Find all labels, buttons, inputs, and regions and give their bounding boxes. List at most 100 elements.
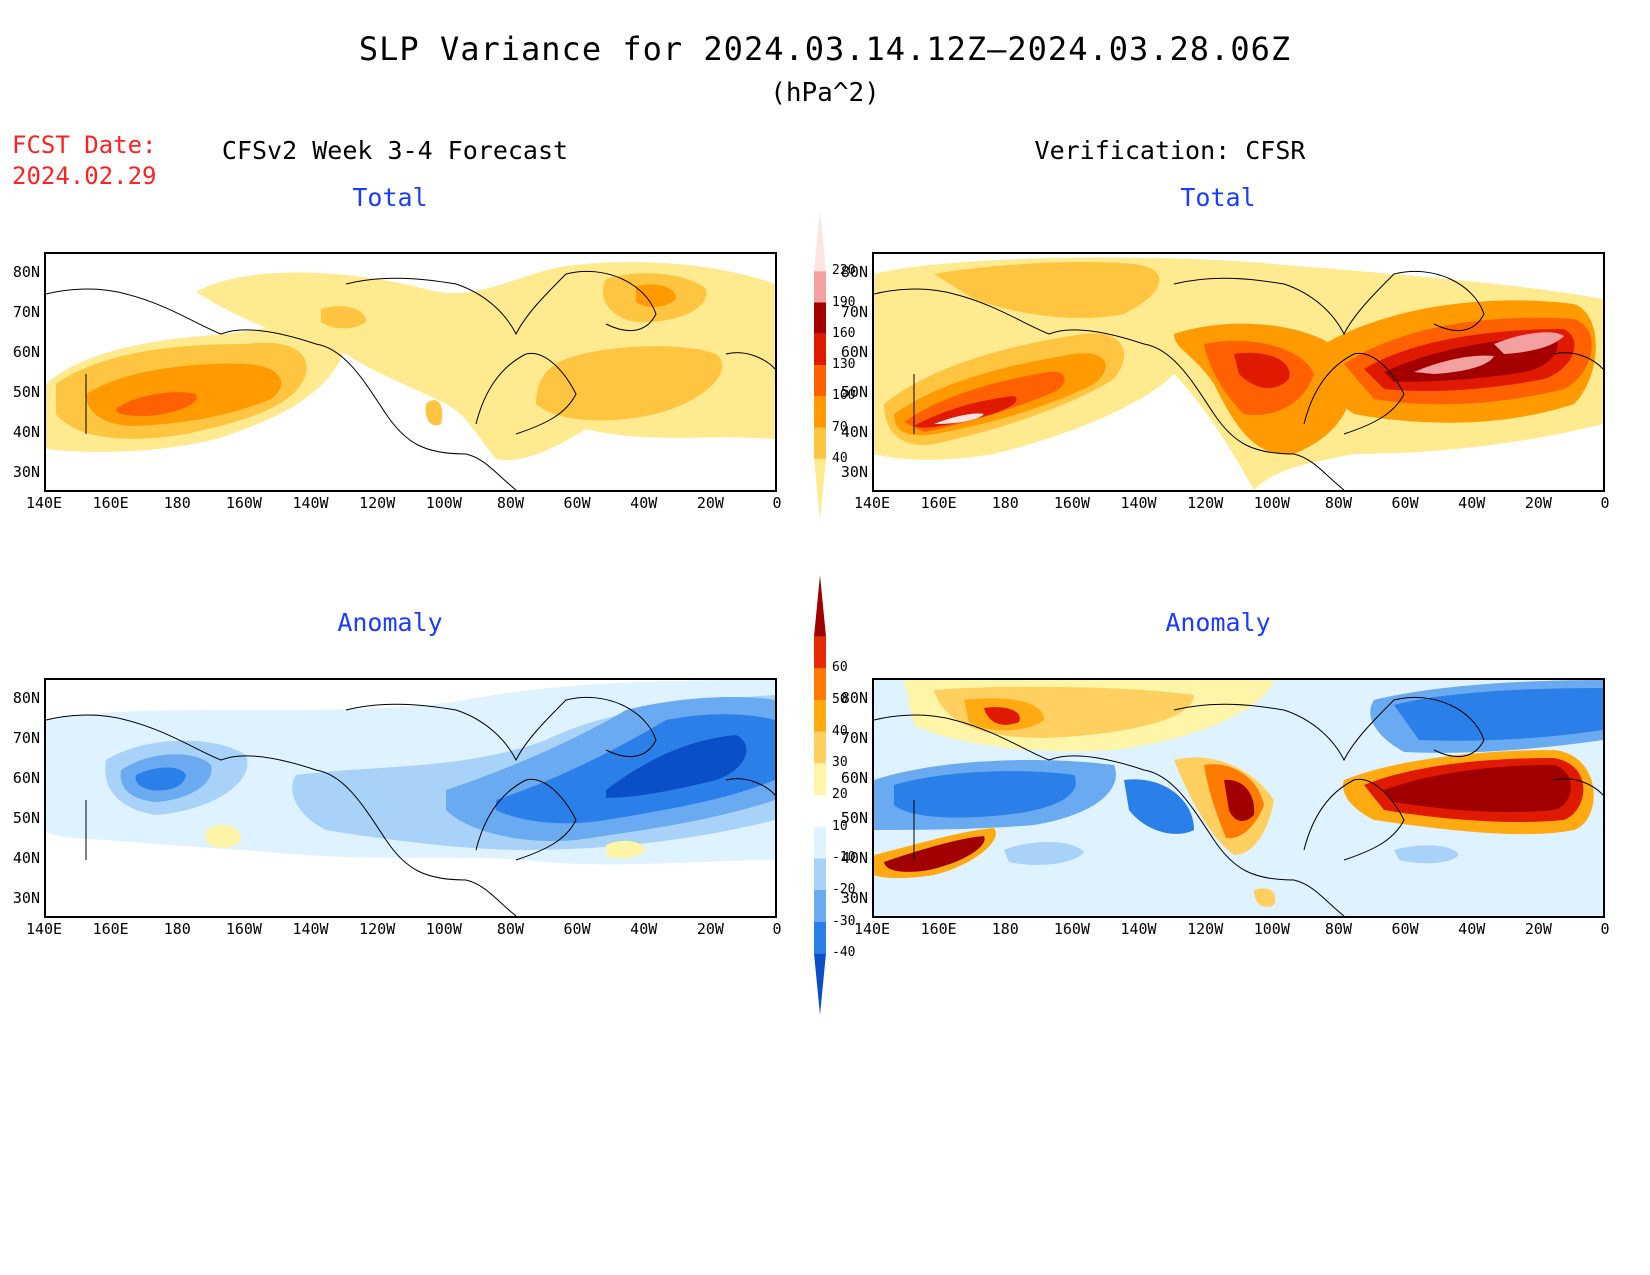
anomaly-colorbar-swatch bbox=[814, 636, 826, 669]
lon-label: 160E bbox=[920, 920, 957, 938]
lon-label: 80W bbox=[496, 494, 524, 512]
lon-label: 100W bbox=[1253, 920, 1290, 938]
lon-label: 0 bbox=[1600, 920, 1610, 938]
main-title: SLP Variance for 2024.03.14.12Z—2024.03.… bbox=[358, 30, 1292, 68]
forecast-anomaly-coastlines bbox=[46, 696, 775, 916]
lat-label: 50N bbox=[840, 809, 868, 827]
total-colorbar-swatch bbox=[814, 458, 826, 520]
lon-label: 40W bbox=[630, 920, 658, 938]
lat-label: 40N bbox=[840, 423, 868, 441]
lat-label: 40N bbox=[840, 849, 868, 867]
anomaly-colorbar-graphic bbox=[814, 575, 826, 1015]
lon-label: 140W bbox=[1120, 920, 1157, 938]
forecast-anomaly-map bbox=[44, 678, 777, 918]
lon-label: 140W bbox=[1120, 494, 1157, 512]
anomaly-colorbar-label: 30 bbox=[832, 755, 848, 771]
lon-label: 100W bbox=[425, 494, 462, 512]
verification-anomaly-title: Anomaly bbox=[1165, 608, 1271, 637]
lon-label: 140E bbox=[853, 494, 891, 512]
verification-anomaly-map bbox=[872, 678, 1605, 918]
lon-label: 160E bbox=[92, 494, 129, 512]
anomaly-colorbar-swatch bbox=[814, 921, 826, 954]
lon-label: 20W bbox=[696, 920, 724, 938]
lat-label: 30N bbox=[12, 889, 40, 907]
total-colorbar-swatch bbox=[814, 302, 826, 334]
lat-label: 80N bbox=[840, 689, 868, 707]
lat-label: 80N bbox=[12, 689, 40, 707]
lat-label: 50N bbox=[12, 809, 40, 827]
lon-label: 20W bbox=[1524, 920, 1552, 938]
anomaly-colorbar-label: 40 bbox=[832, 723, 848, 739]
total-colorbar-swatch bbox=[814, 365, 826, 397]
total-colorbar-label: 160 bbox=[832, 325, 856, 341]
forecast-column-title: CFSv2 Week 3-4 Forecast bbox=[221, 136, 569, 165]
lon-label: 160W bbox=[1053, 920, 1090, 938]
anomaly-colorbar-label: -10 bbox=[832, 850, 856, 866]
anomaly-colorbar-swatch bbox=[814, 795, 826, 827]
verification-total-title: Total bbox=[1180, 183, 1256, 212]
lat-label: 30N bbox=[12, 463, 40, 481]
lat-label: 80N bbox=[12, 263, 40, 281]
lon-label: 120W bbox=[359, 494, 396, 512]
lon-label: 80W bbox=[1324, 920, 1352, 938]
lon-label: 20W bbox=[1524, 494, 1552, 512]
verification-total-map bbox=[872, 252, 1605, 492]
anomaly-colorbar-label: -30 bbox=[832, 913, 856, 929]
total-colorbar-swatch bbox=[814, 427, 826, 459]
total-colorbar-label: 130 bbox=[832, 357, 856, 372]
lat-label: 80N bbox=[840, 263, 868, 281]
lat-label: 40N bbox=[12, 849, 40, 867]
lon-label: 40W bbox=[630, 494, 658, 512]
anomaly-colorbar-swatch bbox=[814, 700, 826, 732]
anomaly-colorbar-swatch bbox=[814, 826, 826, 859]
anomaly-colorbar-label: -40 bbox=[832, 945, 856, 961]
total-colorbar-label: 40 bbox=[832, 450, 848, 466]
verification-column-title: Verification: CFSR bbox=[1034, 136, 1306, 165]
forecast-total-coastlines bbox=[46, 270, 775, 490]
lat-label: 70N bbox=[12, 303, 40, 321]
total-colorbar-swatch bbox=[814, 333, 826, 365]
forecast-date-block: FCST Date: 2024.02.29 bbox=[12, 130, 157, 192]
fcst-date-value: 2024.02.29 bbox=[12, 162, 157, 190]
lon-label: 120W bbox=[359, 920, 396, 938]
lat-label: 50N bbox=[12, 383, 40, 401]
lat-label: 60N bbox=[840, 343, 868, 361]
lon-label: 180 bbox=[163, 920, 191, 938]
lon-label: 160E bbox=[92, 920, 129, 938]
anomaly-colorbar-label: 60 bbox=[832, 660, 848, 676]
forecast-total-title: Total bbox=[352, 183, 428, 212]
anomaly-colorbar-label: 50 bbox=[832, 692, 848, 707]
anomaly-colorbar-swatch bbox=[814, 858, 826, 890]
verification-total-shading bbox=[874, 257, 1603, 490]
total-colorbar-graphic bbox=[814, 210, 826, 520]
forecast-anomaly-shading bbox=[46, 680, 775, 865]
lon-label: 160W bbox=[225, 920, 262, 938]
lon-label: 100W bbox=[1253, 494, 1290, 512]
total-colorbar: 40 70 100 130 160 190 220 bbox=[800, 210, 860, 520]
lon-label: 140E bbox=[853, 920, 891, 938]
forecast-total-map bbox=[44, 252, 777, 492]
forecast-total-shading bbox=[46, 262, 775, 461]
lon-label: 140W bbox=[292, 920, 329, 938]
lon-label: 140W bbox=[292, 494, 329, 512]
lon-label: 0 bbox=[772, 920, 782, 938]
lon-label: 40W bbox=[1458, 920, 1486, 938]
anomaly-colorbar-swatch bbox=[814, 890, 826, 922]
verification-anomaly-shading bbox=[874, 680, 1603, 916]
total-colorbar-label: 220 bbox=[832, 263, 856, 279]
lon-label: 160W bbox=[225, 494, 262, 512]
verification-total-coastlines bbox=[874, 270, 1603, 490]
lon-label: 20W bbox=[696, 494, 724, 512]
lat-label: 60N bbox=[12, 343, 40, 361]
lon-label: 140E bbox=[25, 920, 63, 938]
lon-label: 120W bbox=[1187, 494, 1224, 512]
lat-label: 40N bbox=[12, 423, 40, 441]
lon-label: 60W bbox=[563, 920, 591, 938]
lat-label: 70N bbox=[840, 729, 868, 747]
total-colorbar-label: 70 bbox=[832, 419, 848, 435]
anomaly-colorbar-swatch bbox=[814, 763, 826, 795]
lat-label: 70N bbox=[840, 303, 868, 321]
anomaly-colorbar-label: -20 bbox=[832, 882, 856, 897]
lon-label: 140E bbox=[25, 494, 63, 512]
lat-label: 30N bbox=[840, 463, 868, 481]
